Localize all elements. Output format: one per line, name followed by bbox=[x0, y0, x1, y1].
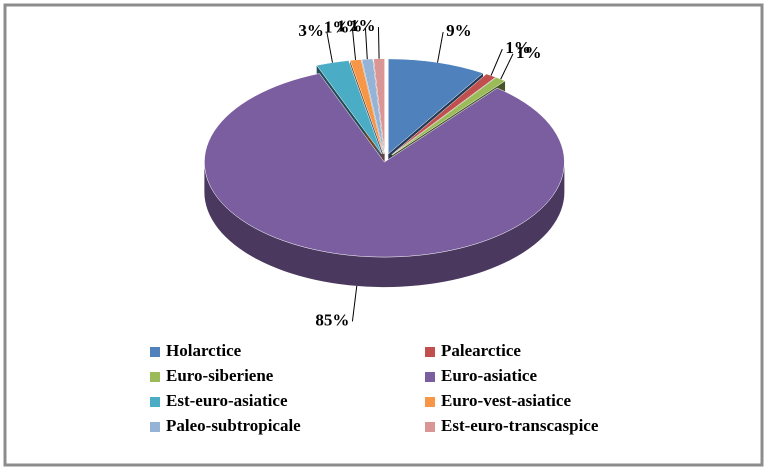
leader-line bbox=[351, 285, 358, 322]
legend-swatch bbox=[425, 397, 435, 407]
legend-label: Est-euro-transcaspice bbox=[441, 416, 599, 435]
legend: Holarctice Palearctice Euro-siberiene Euro-… bbox=[150, 341, 599, 435]
leader-line bbox=[326, 31, 333, 63]
legend-swatch bbox=[425, 372, 435, 382]
legend-label: Euro-siberiene bbox=[166, 366, 274, 385]
leader-line bbox=[364, 27, 368, 60]
slice-side bbox=[204, 162, 565, 288]
slice bbox=[373, 58, 385, 154]
slice bbox=[316, 60, 382, 155]
leader-line bbox=[490, 48, 503, 76]
leader-line bbox=[351, 28, 357, 60]
legend-label: Palearctice bbox=[441, 341, 521, 360]
leader-line bbox=[437, 31, 444, 63]
data-label: 1% bbox=[337, 16, 363, 35]
data-label: 1% bbox=[505, 38, 531, 57]
legend-swatch bbox=[150, 347, 160, 357]
legend-swatch bbox=[150, 397, 160, 407]
slice bbox=[204, 73, 565, 258]
legend-swatch bbox=[150, 422, 160, 432]
legend-label: Est-euro-asiatice bbox=[166, 391, 288, 410]
data-label: 85% bbox=[315, 310, 349, 329]
data-label: 1% bbox=[324, 17, 350, 36]
data-label: 3% bbox=[298, 21, 324, 40]
legend-label: Paleo-subtropicale bbox=[166, 416, 301, 435]
data-label: 1% bbox=[516, 43, 542, 62]
legend-swatch bbox=[425, 347, 435, 357]
leader-line bbox=[500, 53, 514, 80]
data-label: 1% bbox=[350, 16, 376, 35]
legend-swatch bbox=[425, 422, 435, 432]
legend-label: Euro-vest-asiatice bbox=[441, 391, 571, 410]
legend-label: Euro-asiatice bbox=[441, 366, 537, 385]
leader-line bbox=[377, 27, 380, 59]
legend-swatch bbox=[150, 372, 160, 382]
legend-label: Holarctice bbox=[166, 341, 242, 360]
slice bbox=[388, 58, 484, 155]
slice-walls bbox=[204, 162, 565, 288]
slice bbox=[361, 58, 385, 154]
data-labels: 9%1%1%85%3% 1%1%1% bbox=[298, 16, 541, 329]
data-label: 9% bbox=[446, 21, 472, 40]
